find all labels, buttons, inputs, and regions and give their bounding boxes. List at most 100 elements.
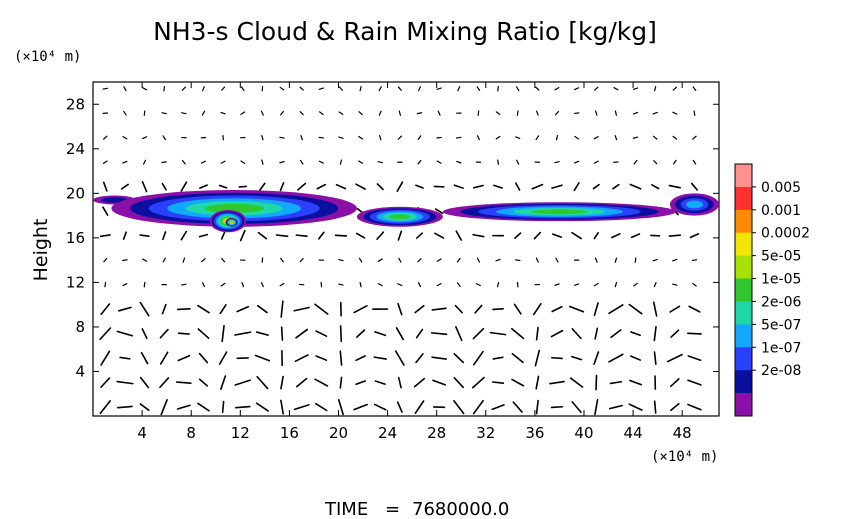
wind-vector: [472, 327, 485, 340]
colorbar-label: 2e-06: [761, 294, 801, 310]
wind-vector: [99, 327, 112, 341]
wind-vector: [594, 327, 599, 340]
wind-vector: [532, 302, 542, 316]
wind-vector: [495, 258, 501, 262]
wind-vector: [495, 111, 501, 116]
wind-vector: [241, 282, 245, 288]
wind-vector: [437, 110, 441, 116]
wind-vector: [574, 87, 580, 91]
wind-vector: [160, 398, 168, 416]
wind-vector: [608, 304, 624, 315]
wind-vector: [175, 381, 192, 384]
wind-vector: [279, 136, 285, 139]
wind-vector: [198, 378, 209, 387]
wind-vector: [374, 331, 387, 337]
wind-vector: [261, 134, 264, 141]
wind-vector: [611, 232, 621, 239]
wind-vector: [260, 110, 264, 116]
wind-vector: [573, 283, 580, 286]
wind-vector: [359, 281, 362, 288]
wind-vector: [280, 326, 284, 341]
wind-vector: [315, 355, 328, 361]
wind-vector: [436, 258, 442, 262]
wind-vector: [669, 305, 681, 313]
wind-vector: [453, 377, 464, 389]
wind-vector: [516, 159, 520, 165]
wind-vector: [491, 381, 505, 384]
wind-vector: [320, 281, 323, 288]
wind-vector: [535, 257, 539, 263]
wind-vector: [397, 283, 403, 287]
wind-vector: [668, 234, 682, 237]
wind-vector: [569, 305, 585, 313]
wind-vector: [571, 355, 583, 361]
wind-vector: [652, 111, 658, 115]
wind-vector: [181, 112, 187, 115]
time-readout: TIME = 7680000.0: [324, 499, 509, 519]
colorbar-swatch: [735, 209, 752, 234]
wind-vector: [455, 326, 463, 342]
wind-vector: [554, 283, 560, 286]
wind-vector: [666, 353, 683, 363]
wind-vector: [512, 401, 523, 413]
wind-vector: [355, 380, 366, 386]
wind-vector: [181, 86, 187, 91]
colorbar-swatch: [735, 255, 752, 279]
wind-vector: [492, 308, 504, 311]
colorbar-label: 1e-07: [761, 340, 801, 356]
y-tick-label: 4: [75, 362, 85, 380]
wind-vector: [100, 350, 111, 366]
wind-vector: [653, 325, 657, 342]
wind-vector: [316, 183, 327, 190]
colorbar-label: 1e-05: [761, 272, 801, 288]
colorbar-swatch: [735, 324, 752, 348]
wind-vector: [257, 231, 268, 240]
wind-vector: [653, 351, 657, 365]
wind-vector: [161, 303, 167, 315]
wind-vector: [220, 160, 226, 164]
wind-vector: [417, 159, 422, 165]
colorbar-label: 0.001: [761, 203, 801, 219]
wind-vector: [534, 349, 541, 367]
wind-vector: [338, 136, 344, 139]
wind-vector: [395, 327, 404, 341]
x-tick-label: 48: [673, 424, 692, 442]
wind-vector: [334, 234, 348, 237]
y-tick-label: 8: [75, 318, 85, 336]
wind-vector: [299, 86, 304, 91]
wind-vector: [318, 87, 324, 90]
wind-vector: [280, 300, 284, 318]
wind-vector: [550, 405, 564, 409]
wind-vector: [550, 329, 564, 338]
wind-vector: [608, 404, 623, 410]
wind-vector: [220, 231, 226, 240]
wind-vector: [472, 233, 485, 238]
wind-vector: [692, 159, 697, 165]
wind-vector: [692, 86, 697, 92]
wind-vector: [593, 351, 600, 366]
wind-vector: [614, 110, 617, 116]
wind-vector: [516, 110, 519, 116]
wind-vector: [221, 257, 226, 263]
wind-vector: [549, 380, 565, 385]
wind-vector: [689, 233, 700, 239]
wind-vector: [240, 111, 246, 115]
wind-vector: [397, 302, 403, 316]
wind-vector: [279, 86, 285, 91]
wind-vector: [492, 356, 504, 360]
wind-vector: [300, 135, 304, 141]
wind-vector: [630, 233, 641, 239]
wind-vector: [140, 351, 149, 365]
wind-vector: [377, 283, 383, 287]
wind-vector: [693, 110, 696, 116]
wind-vector: [416, 112, 423, 115]
wind-vector: [574, 135, 579, 140]
x-tick-label: 20: [329, 424, 348, 442]
x-tick-label: 40: [574, 424, 593, 442]
wind-vector: [219, 304, 227, 315]
cloud-contour: [389, 214, 411, 220]
wind-vector: [535, 86, 540, 91]
wind-vector: [533, 231, 542, 240]
wind-vector: [687, 403, 702, 411]
wind-vector: [511, 378, 525, 387]
